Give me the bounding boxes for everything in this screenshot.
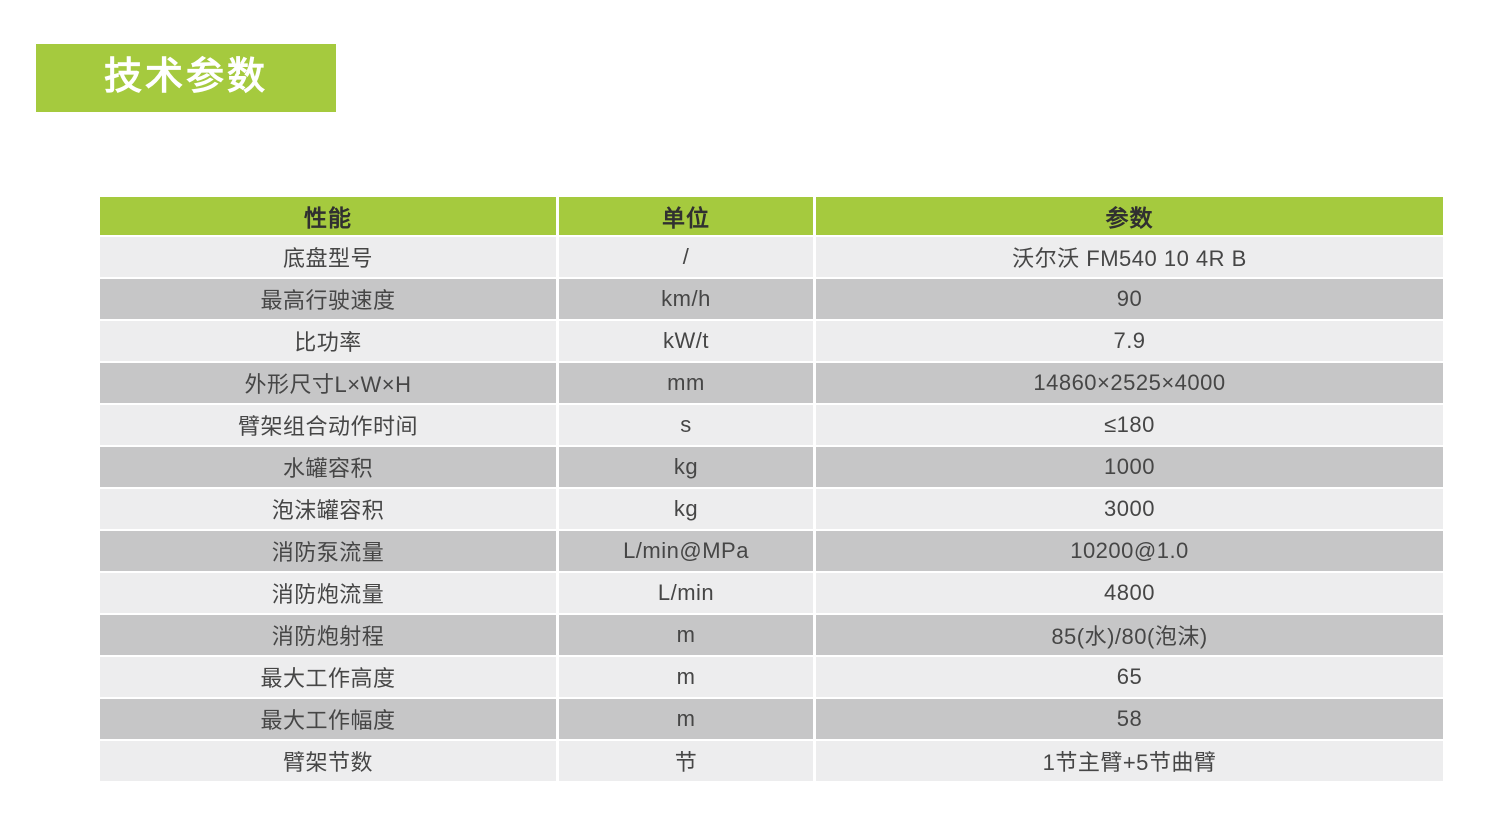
spec-value-cell: 65 xyxy=(816,657,1443,697)
spec-name-cell: 臂架节数 xyxy=(100,741,556,781)
spec-name-cell: 臂架组合动作时间 xyxy=(100,405,556,445)
header-row: 性能 单位 参数 xyxy=(100,197,1443,235)
section-title-box: 技术参数 xyxy=(36,44,336,112)
spec-unit-cell: / xyxy=(559,237,813,277)
spec-value-cell: 1000 xyxy=(816,447,1443,487)
spec-name-cell: 消防泵流量 xyxy=(100,531,556,571)
table-row: 最大工作高度 m 65 xyxy=(100,657,1443,697)
spec-unit-cell: km/h xyxy=(559,279,813,319)
spec-value-cell: 1节主臂+5节曲臂 xyxy=(816,741,1443,781)
spec-value-cell: 90 xyxy=(816,279,1443,319)
spec-value-cell: 7.9 xyxy=(816,321,1443,361)
spec-unit-cell: m xyxy=(559,699,813,739)
spec-unit-cell: m xyxy=(559,657,813,697)
spec-unit-cell: s xyxy=(559,405,813,445)
spec-value-cell: 14860×2525×4000 xyxy=(816,363,1443,403)
table-row: 底盘型号 / 沃尔沃 FM540 10 4R B xyxy=(100,237,1443,277)
spec-name-cell: 最大工作幅度 xyxy=(100,699,556,739)
spec-value-cell: 3000 xyxy=(816,489,1443,529)
spec-value-cell: 沃尔沃 FM540 10 4R B xyxy=(816,237,1443,277)
table-row: 外形尺寸L×W×H mm 14860×2525×4000 xyxy=(100,363,1443,403)
spec-unit-cell: L/min xyxy=(559,573,813,613)
table-row: 消防炮射程 m 85(水)/80(泡沫) xyxy=(100,615,1443,655)
table-row: 臂架节数节 1节主臂+5节曲臂 xyxy=(100,741,1443,781)
spec-value-cell: 85(水)/80(泡沫) xyxy=(816,615,1443,655)
table-row: 消防泵流量 L/min@MPa 10200@1.0 xyxy=(100,531,1443,571)
spec-unit-cell: mm xyxy=(559,363,813,403)
col-header-parameter: 参数 xyxy=(816,197,1443,235)
spec-name-cell: 外形尺寸L×W×H xyxy=(100,363,556,403)
table-row: 最高行驶速度 km/h 90 xyxy=(100,279,1443,319)
spec-unit-cell: kg xyxy=(559,447,813,487)
spec-name-cell: 水罐容积 xyxy=(100,447,556,487)
spec-value-cell: 58 xyxy=(816,699,1443,739)
spec-unit-cell: 节 xyxy=(559,741,813,781)
spec-value-cell: 10200@1.0 xyxy=(816,531,1443,571)
table-row: 水罐容积 kg 1000 xyxy=(100,447,1443,487)
spec-value-cell: 4800 xyxy=(816,573,1443,613)
spec-name-cell: 泡沫罐容积 xyxy=(100,489,556,529)
spec-name-cell: 最高行驶速度 xyxy=(100,279,556,319)
spec-name-cell: 比功率 xyxy=(100,321,556,361)
spec-value-cell: ≤180 xyxy=(816,405,1443,445)
table-row: 最大工作幅度 m 58 xyxy=(100,699,1443,739)
table-row: 泡沫罐容积 kg 3000 xyxy=(100,489,1443,529)
spec-unit-cell: m xyxy=(559,615,813,655)
table-row: 消防炮流量 L/min 4800 xyxy=(100,573,1443,613)
spec-name-cell: 最大工作高度 xyxy=(100,657,556,697)
spec-table: 性能 单位 参数 底盘型号 / 沃尔沃 FM540 10 4R B 最高行驶速度 km/… xyxy=(97,195,1446,783)
spec-table-body: 底盘型号 / 沃尔沃 FM540 10 4R B 最高行驶速度 km/h 90 比功率 kW/… xyxy=(100,237,1443,781)
table-row: 比功率 kW/t 7.9 xyxy=(100,321,1443,361)
spec-unit-cell: kg xyxy=(559,489,813,529)
spec-name-cell: 底盘型号 xyxy=(100,237,556,277)
spec-table-header: 性能 单位 参数 xyxy=(100,197,1443,235)
spec-unit-cell: kW/t xyxy=(559,321,813,361)
col-header-performance: 性能 xyxy=(100,197,556,235)
spec-name-cell: 消防炮射程 xyxy=(100,615,556,655)
spec-unit-cell: L/min@MPa xyxy=(559,531,813,571)
section-title: 技术参数 xyxy=(103,56,268,98)
spec-name-cell: 消防炮流量 xyxy=(100,573,556,613)
table-row: 臂架组合动作时间 s ≤180 xyxy=(100,405,1443,445)
col-header-unit: 单位 xyxy=(559,197,813,235)
